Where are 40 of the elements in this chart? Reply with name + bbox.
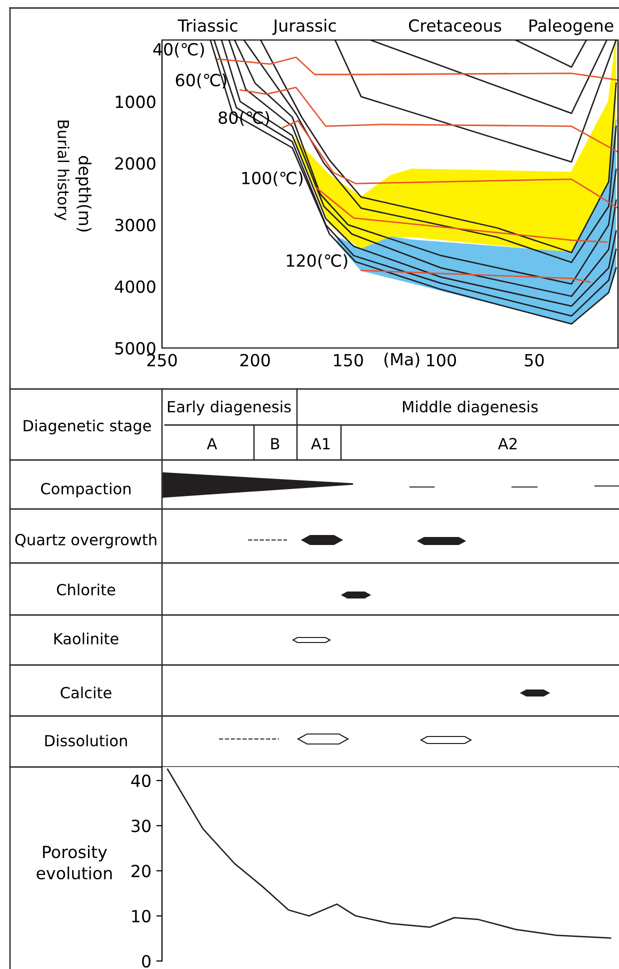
y-tick-label: 40 [131,774,150,788]
category-label: Quartz overgrowth [15,534,156,548]
text: Early diagenesis [168,400,291,416]
text: Cretaceous [408,19,502,32]
category-label: Compaction [41,482,131,498]
text: Burial history [54,120,70,220]
x-tick-label: 50 [524,354,544,366]
category-label: Calcite [60,686,112,698]
line-series [316,187,608,243]
x-tick-label: 250 [147,354,177,366]
y-tick-label: 5000 [115,342,156,355]
y-tick-label: 1000 [116,96,156,108]
text: Diagenetic stage [24,420,151,434]
y-axis-title: Porosity evolution [36,845,112,880]
y-tick-label: 0 [142,954,150,968]
x-axis-title: (Ma) [384,352,420,368]
text: Triassic [178,18,238,32]
category-label: Chlorite [56,584,116,596]
annotation: 120(℃) [286,254,348,269]
x-tick-label: 150 [334,354,363,366]
y-tick-label: 3000 [115,218,156,232]
y-axis-title: depth(m) [75,156,92,232]
category-label: Dissolution [45,734,127,746]
annotation: 100(℃) [242,171,303,186]
text: A [206,438,218,450]
text: A1 [311,438,330,450]
text: B [271,438,280,450]
y-tick-label: 20 [132,864,150,878]
category-label: Kaolinite [54,632,118,644]
x-tick-label: 100 [427,354,456,366]
y-tick-label: 4000 [114,280,156,293]
text: Paleogene [530,18,614,36]
text: Middle diagenesis [403,400,538,416]
text: Jurassic [272,18,336,35]
y-tick-label: 10 [132,910,150,922]
y-tick-label: 2000 [115,157,156,170]
text: A2 [498,438,517,450]
x-tick-label: 200 [240,354,270,366]
line-series [166,768,612,939]
y-tick-label: 30 [132,820,150,832]
